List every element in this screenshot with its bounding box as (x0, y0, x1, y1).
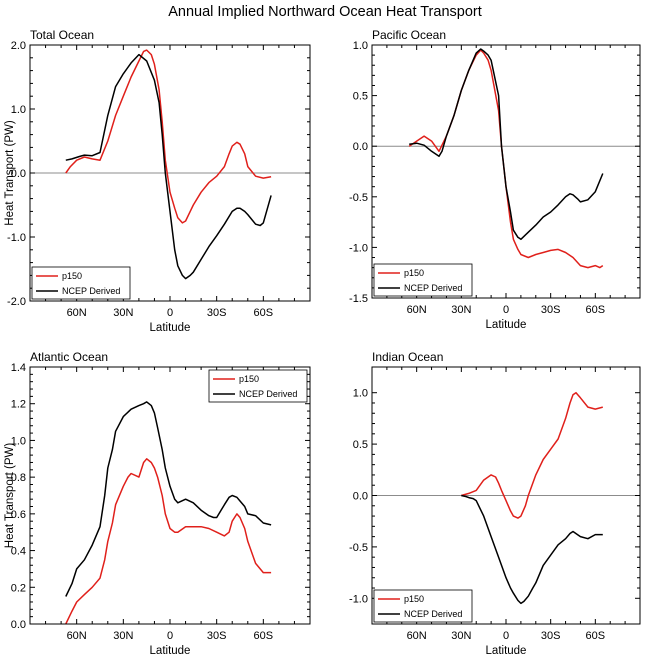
x-tick-label: 60S (254, 630, 274, 642)
y-tick-label: 0.0 (11, 619, 26, 631)
x-tick-label: 30S (207, 630, 227, 642)
series-line-ncep (65, 401, 272, 597)
y-axis-label: Heat Transport (PW) (4, 120, 16, 226)
legend: p150 NCEP Derived (373, 589, 473, 623)
legend-label-p150: p150 (62, 271, 82, 281)
y-tick-label: 1.0 (11, 435, 26, 447)
x-axis-label: Latitude (150, 322, 191, 334)
y-tick-label: 0.0 (353, 491, 368, 503)
y-tick-label: -1.0 (7, 232, 26, 244)
x-tick-label: 0 (167, 307, 173, 319)
legend: p150 NCEP Derived (373, 263, 473, 297)
y-tick-label: 1.0 (353, 40, 368, 52)
x-tick-label: 60N (67, 307, 87, 319)
y-tick-label: -1.0 (349, 242, 368, 254)
y-tick-label: 1.0 (11, 104, 26, 116)
y-tick-label: 2.0 (11, 40, 26, 52)
legend-label-p150: p150 (404, 594, 424, 604)
x-tick-label: 30N (451, 630, 471, 642)
x-tick-label: 30N (113, 630, 133, 642)
legend-label-p150: p150 (404, 268, 424, 278)
series-line-ncep (409, 48, 604, 241)
x-tick-label: 60S (586, 304, 606, 316)
y-tick-label: -0.5 (349, 542, 368, 554)
x-axis-label: Latitude (486, 319, 527, 331)
x-tick-label: 0 (503, 304, 509, 316)
panel-title: Pacific Ocean (372, 28, 446, 42)
y-tick-label: -1.5 (349, 293, 368, 305)
y-tick-label: 0.5 (353, 439, 368, 451)
x-tick-label: 60N (407, 630, 427, 642)
x-tick-label: 30S (207, 307, 227, 319)
x-tick-label: 0 (503, 630, 509, 642)
legend-label-ncep: NCEP Derived (239, 389, 297, 399)
y-tick-label: -0.5 (349, 192, 368, 204)
y-tick-label: -2.0 (7, 296, 26, 308)
legend-box (373, 589, 473, 623)
panel-title: Atlantic Ocean (30, 350, 108, 364)
legend-box (208, 369, 308, 403)
y-tick-label: 0.6 (11, 509, 26, 521)
y-tick-label: 0.2 (11, 582, 26, 594)
y-tick-label: 0.4 (11, 546, 26, 558)
y-tick-label: 0.5 (353, 91, 368, 103)
panel-2: 0.0 0.2 0.4 0.6 0.8 1.0 1.2 1.4 60N 30N 0 30S 60S Atl… (4, 350, 311, 657)
legend-label-ncep: NCEP Derived (62, 286, 120, 296)
series-line-p150 (65, 458, 272, 624)
x-axis-label: Latitude (150, 645, 191, 657)
figure-title: Annual Implied Northward Ocean Heat Tran… (168, 4, 482, 20)
series-line-ncep (461, 494, 603, 605)
legend: p150 NCEP Derived (208, 369, 308, 403)
y-tick-label: 1.4 (11, 362, 26, 374)
y-tick-label: 1.0 (353, 388, 368, 400)
x-tick-label: 30S (541, 304, 561, 316)
y-tick-label: 0.0 (353, 141, 368, 153)
series-line-p150 (408, 49, 604, 269)
x-tick-label: 30N (113, 307, 133, 319)
plot-frame (371, 44, 641, 299)
panel-3: -1.0 -0.5 0.0 0.5 1.0 60N 30N 0 30S 60S Indian Oce… (349, 350, 641, 657)
legend-box (31, 266, 131, 300)
panel-1: -1.5 -1.0 -0.5 0.0 0.5 1.0 60N 30N 0 30S 60S Pacifi… (349, 28, 641, 331)
y-tick-label: -1.0 (349, 593, 368, 605)
series-line-p150 (461, 391, 603, 519)
y-axis-label: Heat Transport (PW) (4, 443, 16, 549)
legend-label-ncep: NCEP Derived (404, 609, 462, 619)
series-line-ncep (65, 53, 272, 280)
y-tick-label: 0.0 (11, 168, 26, 180)
x-tick-label: 60N (67, 630, 87, 642)
x-tick-label: 30S (541, 630, 561, 642)
legend-label-p150: p150 (239, 374, 259, 384)
panel-title: Indian Ocean (372, 350, 443, 364)
x-tick-label: 60S (254, 307, 274, 319)
series-line-p150 (65, 49, 272, 224)
plot-frame (29, 366, 311, 625)
panel-0: -2.0 -1.0 0.0 1.0 2.0 60N 30N 0 30S 60S Total Ocea… (4, 28, 311, 334)
x-tick-label: 60N (407, 304, 427, 316)
legend: p150 NCEP Derived (31, 266, 131, 300)
x-tick-label: 60S (586, 630, 606, 642)
panel-title: Total Ocean (30, 28, 94, 42)
x-tick-label: 0 (167, 630, 173, 642)
y-tick-label: 1.2 (11, 399, 26, 411)
y-tick-label: 0.8 (11, 472, 26, 484)
x-axis-label: Latitude (486, 645, 527, 657)
x-tick-label: 30N (451, 304, 471, 316)
legend-box (373, 263, 473, 297)
legend-label-ncep: NCEP Derived (404, 283, 462, 293)
